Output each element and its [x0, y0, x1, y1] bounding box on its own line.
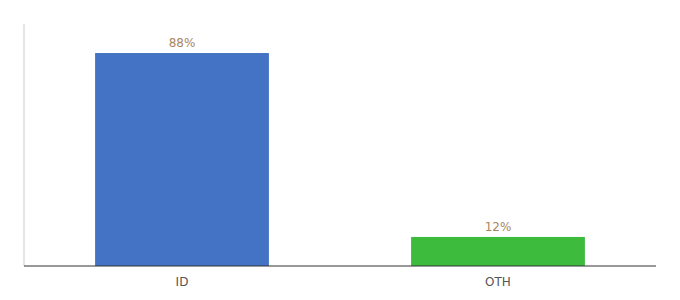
- y-axis-line: [24, 24, 25, 266]
- data-label: 88%: [169, 36, 196, 50]
- data-label: 12%: [485, 220, 512, 234]
- plot-area: 88% 12% ID OTH: [24, 24, 656, 289]
- bars: [95, 53, 585, 266]
- chart-svg: 88% 12% ID OTH: [0, 0, 680, 300]
- x-tick-label: OTH: [485, 275, 511, 289]
- x-axis-line: [24, 266, 656, 267]
- bar: [411, 237, 585, 266]
- chart-container: 88% 12% ID OTH: [0, 0, 680, 300]
- x-tick-label: ID: [176, 275, 189, 289]
- bar: [95, 53, 269, 266]
